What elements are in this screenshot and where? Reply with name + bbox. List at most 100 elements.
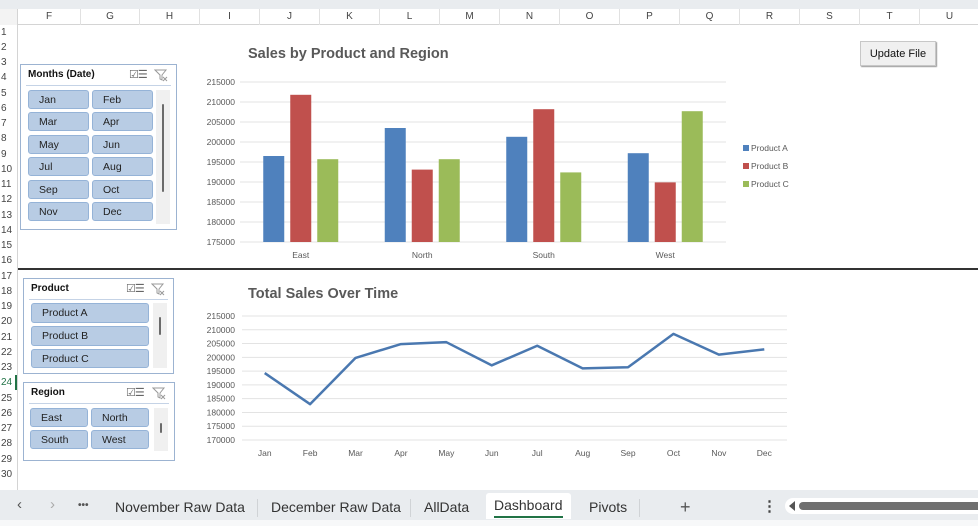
tab-december-raw-data[interactable]: December Raw Data xyxy=(271,499,401,515)
row-header-active[interactable]: 24 xyxy=(0,375,17,390)
slicer-item-apr[interactable]: Apr xyxy=(92,112,153,131)
bar-product-b-west[interactable] xyxy=(654,182,676,242)
next-sheet-button[interactable]: › xyxy=(50,496,55,513)
row-header[interactable]: 29 xyxy=(1,454,13,465)
row-header[interactable]: 12 xyxy=(1,194,13,205)
total-sales-line[interactable] xyxy=(264,332,765,406)
row-header[interactable]: 23 xyxy=(1,362,13,373)
slicer-item-sep[interactable]: Sep xyxy=(28,180,89,199)
more-sheets-button[interactable]: ••• xyxy=(78,500,89,511)
row-header[interactable]: 16 xyxy=(1,255,13,266)
bar-product-a-north[interactable] xyxy=(384,128,406,242)
slicer-item-feb[interactable]: Feb xyxy=(92,90,153,109)
slicer-scrollbar[interactable] xyxy=(153,303,167,368)
update-file-button[interactable]: Update File xyxy=(860,41,936,66)
clear-filter-icon[interactable] xyxy=(152,386,166,400)
column-header[interactable]: P xyxy=(620,9,680,25)
column-header[interactable]: I xyxy=(200,9,260,25)
slicer-item-aug[interactable]: Aug xyxy=(92,157,153,176)
bar-product-b-east[interactable] xyxy=(290,94,312,242)
row-header[interactable]: 14 xyxy=(1,225,13,236)
row-header[interactable]: 2 xyxy=(1,42,7,53)
total-sales-over-time-chart[interactable]: 215000 210000 205000 200000 195000 190000 1850… xyxy=(190,308,800,463)
slicer-item-product-b[interactable]: Product B xyxy=(31,326,149,346)
bar-product-a-west[interactable] xyxy=(627,153,649,242)
column-header[interactable]: M xyxy=(440,9,500,25)
column-header[interactable]: N xyxy=(500,9,560,25)
slicer-item-nov[interactable]: Nov xyxy=(28,202,89,221)
scroll-thumb[interactable] xyxy=(160,423,162,433)
clear-filter-icon[interactable] xyxy=(154,68,168,82)
slicer-item-oct[interactable]: Oct xyxy=(92,180,153,199)
column-header[interactable]: U xyxy=(920,9,978,25)
slicer-scrollbar[interactable] xyxy=(156,90,170,224)
slicer-item-west[interactable]: West xyxy=(91,430,149,449)
row-header[interactable]: 15 xyxy=(1,240,13,251)
prev-sheet-button[interactable]: ‹ xyxy=(17,496,22,513)
slicer-item-jul[interactable]: Jul xyxy=(28,157,89,176)
row-header[interactable]: 9 xyxy=(1,149,7,160)
multi-select-icon[interactable]: ☑☰ xyxy=(126,283,145,295)
row-header[interactable]: 4 xyxy=(1,72,7,83)
sales-by-product-region-chart[interactable]: 215000 210000 205000 200000 195000 190000 1850… xyxy=(190,70,810,265)
scroll-left-arrow-icon[interactable] xyxy=(789,501,795,511)
slicer-item-north[interactable]: North xyxy=(91,408,149,427)
row-header[interactable]: 8 xyxy=(1,133,7,144)
scroll-thumb[interactable] xyxy=(162,104,164,192)
row-header[interactable]: 17 xyxy=(1,271,13,282)
bar-product-b-north[interactable] xyxy=(411,169,433,242)
slicer-item-product-c[interactable]: Product C xyxy=(31,349,149,368)
sheet-options-icon[interactable]: ⋮ xyxy=(762,498,777,515)
multi-select-icon[interactable]: ☑☰ xyxy=(129,69,148,81)
bar-product-c-south[interactable] xyxy=(560,172,582,242)
tab-dashboard[interactable]: Dashboard xyxy=(486,493,571,519)
bar-product-a-south[interactable] xyxy=(506,136,528,242)
tab-alldata[interactable]: AllData xyxy=(424,499,470,515)
column-header[interactable]: R xyxy=(740,9,800,25)
bar-product-c-west[interactable] xyxy=(681,111,703,242)
tab-november-raw-data[interactable]: November Raw Data xyxy=(115,499,245,515)
row-header[interactable]: 5 xyxy=(1,88,7,99)
row-header[interactable]: 13 xyxy=(1,210,13,221)
row-header[interactable]: 27 xyxy=(1,423,13,434)
column-header[interactable]: Q xyxy=(680,9,740,25)
horizontal-scrollbar[interactable] xyxy=(785,498,978,514)
bar-product-c-east[interactable] xyxy=(317,159,339,242)
slicer-item-product-a[interactable]: Product A xyxy=(31,303,149,323)
row-header[interactable]: 25 xyxy=(1,393,13,404)
column-header[interactable]: T xyxy=(860,9,920,25)
row-header[interactable]: 22 xyxy=(1,347,13,358)
row-header[interactable]: 6 xyxy=(1,103,7,114)
row-header[interactable]: 30 xyxy=(1,469,13,480)
tab-pivots[interactable]: Pivots xyxy=(589,499,628,515)
bar-product-b-south[interactable] xyxy=(533,109,555,242)
column-header[interactable]: K xyxy=(320,9,380,25)
add-sheet-button[interactable]: + xyxy=(680,497,691,517)
clear-filter-icon[interactable] xyxy=(151,282,165,296)
column-header[interactable]: H xyxy=(140,9,200,25)
slicer-item-east[interactable]: East xyxy=(30,408,88,427)
row-header[interactable]: 21 xyxy=(1,332,13,343)
multi-select-icon[interactable]: ☑☰ xyxy=(126,387,145,399)
row-header[interactable]: 28 xyxy=(1,438,13,449)
row-header[interactable]: 10 xyxy=(1,164,13,175)
select-all-corner[interactable] xyxy=(0,9,18,25)
column-header[interactable]: F xyxy=(18,9,81,25)
column-header[interactable]: L xyxy=(380,9,440,25)
column-header[interactable]: J xyxy=(260,9,320,25)
slicer-item-jan[interactable]: Jan xyxy=(28,90,89,109)
row-header[interactable]: 18 xyxy=(1,286,13,297)
slicer-item-dec[interactable]: Dec xyxy=(92,202,153,221)
row-header[interactable]: 19 xyxy=(1,301,13,312)
slicer-item-mar[interactable]: Mar xyxy=(28,112,89,131)
row-header[interactable]: 3 xyxy=(1,57,7,68)
row-header[interactable]: 1 xyxy=(1,27,7,38)
slicer-item-south[interactable]: South xyxy=(30,430,88,449)
column-header[interactable]: O xyxy=(560,9,620,25)
row-header[interactable]: 7 xyxy=(1,118,7,129)
slicer-item-jun[interactable]: Jun xyxy=(92,135,153,154)
row-header[interactable]: 11 xyxy=(1,179,12,190)
bar-product-c-north[interactable] xyxy=(438,159,460,242)
column-header[interactable]: S xyxy=(800,9,860,25)
horizontal-scroll-thumb[interactable] xyxy=(799,502,978,510)
